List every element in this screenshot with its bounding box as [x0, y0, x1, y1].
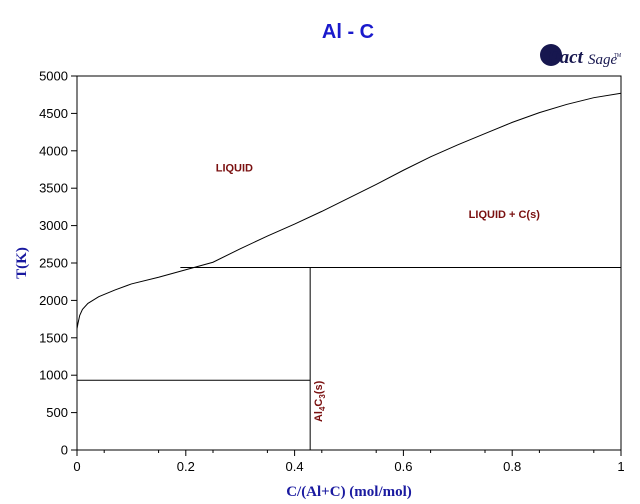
x-tick-label: 0.8 [503, 459, 521, 474]
y-tick-label: 5000 [39, 69, 68, 84]
x-axis-label: C/(Al+C) (mol/mol) [286, 484, 412, 500]
region-label-liquid-c: LIQUID + C(s) [469, 209, 541, 221]
al4c3-label-tail: (s) [313, 380, 325, 394]
factsage-logo-mark [540, 44, 562, 66]
region-label-al4c3: Al4C3(s) [313, 380, 327, 422]
al4c3-label-base: Al [313, 411, 325, 422]
x-tick-label: 0.6 [394, 459, 412, 474]
x-tick-label: 0 [73, 459, 80, 474]
y-tick-label: 3000 [39, 218, 68, 233]
liquidus [76, 92, 622, 329]
y-tick-label: 4500 [39, 106, 68, 121]
y-tick-label: 2500 [39, 256, 68, 271]
x-tick-label: 0.4 [286, 459, 304, 474]
x-axis: 0 0.2 0.4 0.6 0.8 1 [73, 450, 625, 474]
y-tick-label: 500 [46, 405, 68, 420]
phase-boundaries [76, 92, 622, 450]
al4c3-label-sub2: 3 [318, 394, 327, 399]
y-tick-label: 2000 [39, 293, 68, 308]
al4c3-label-sub1: 4 [318, 406, 327, 411]
y-tick-label: 3500 [39, 181, 68, 196]
factsage-logo-text: Fact [546, 47, 584, 68]
plot-frame [76, 75, 622, 451]
x-tick-label: 1 [617, 459, 624, 474]
factsage-logo-tm: TM [614, 53, 621, 59]
chart-title: Al - C [322, 21, 374, 43]
y-axis: 0 500 1000 1500 2000 2500 3000 3500 4000 4500 5000 [39, 69, 77, 458]
x-tick-label: 0.2 [177, 459, 195, 474]
y-tick-label: 0 [61, 443, 68, 458]
y-tick-label: 1000 [39, 368, 68, 383]
y-tick-label: 4000 [39, 143, 68, 158]
region-label-liquid: LIQUID [216, 163, 253, 175]
region-labels: LIQUID LIQUID + C(s) Al4C3(s) [216, 163, 540, 422]
factsage-logo: Fact Sage TM [540, 44, 621, 68]
factsage-logo-sage: Sage [588, 52, 618, 68]
al4c3-label-mid: C [313, 399, 325, 407]
y-axis-label: T(K) [14, 247, 30, 279]
y-tick-label: 1500 [39, 330, 68, 345]
